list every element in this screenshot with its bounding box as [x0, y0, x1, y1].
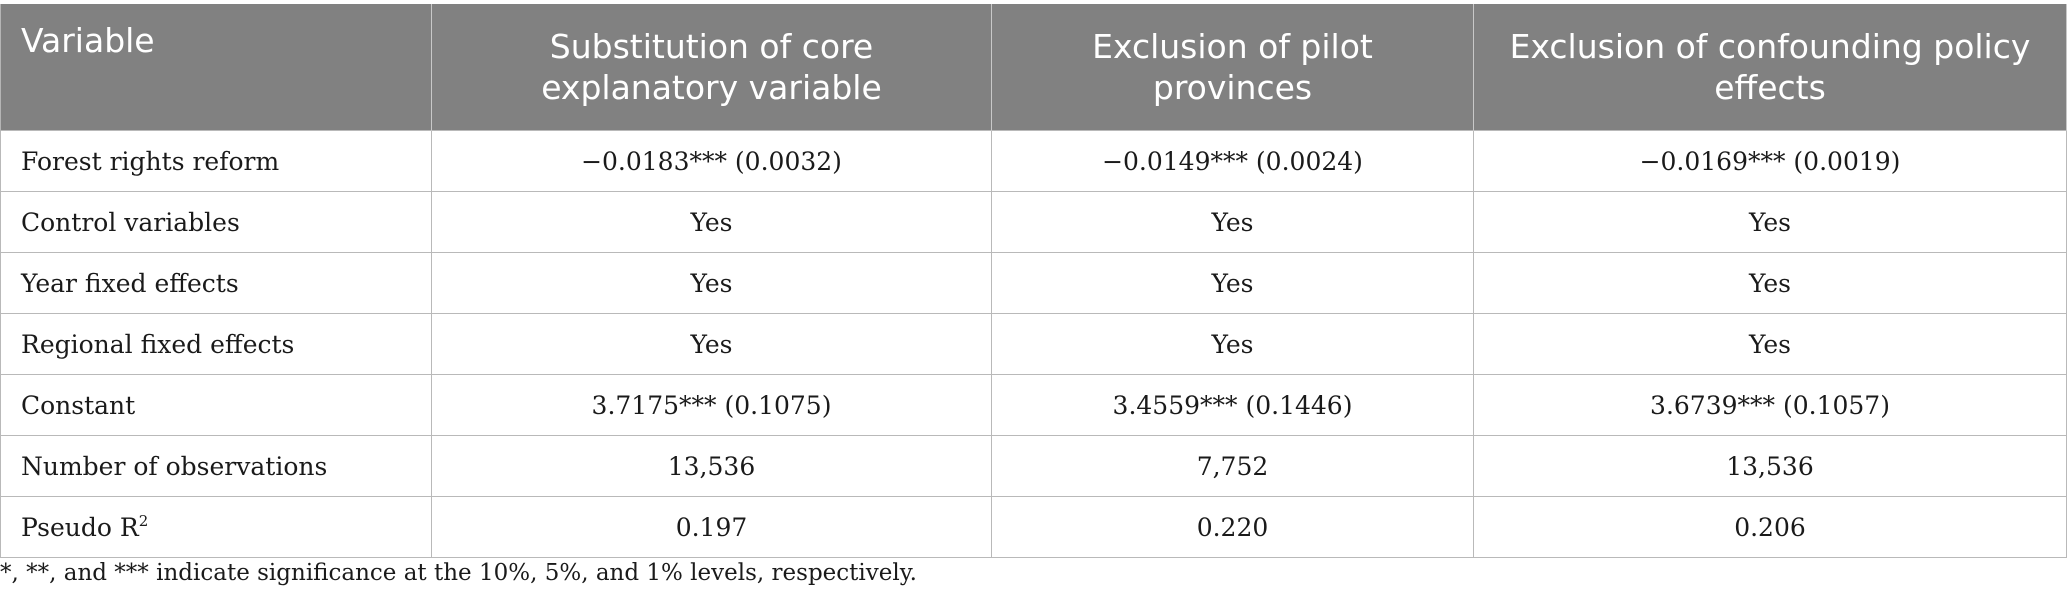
superscript-two: 2: [138, 511, 149, 530]
row-label: Year fixed effects: [0, 252, 432, 314]
table-cell: Yes: [1473, 252, 2067, 314]
table-cell: 0.197: [431, 496, 992, 558]
table-row: Pseudo R2 0.197 0.220 0.206: [0, 496, 2067, 558]
table-cell: Yes: [1473, 191, 2067, 253]
row-label: Regional fixed effects: [0, 313, 432, 375]
header-substitution: Substitution of core explanatory variabl…: [431, 4, 992, 131]
table-cell: 3.4559*** (0.1446): [991, 374, 1474, 436]
table-footnote: *, **, and *** indicate significance at …: [0, 560, 917, 586]
robustness-table-container: Variable Substitution of core explanator…: [0, 4, 2067, 558]
table-row: Forest rights reform −0.0183*** (0.0032)…: [0, 130, 2067, 192]
table-cell: Yes: [431, 191, 992, 253]
row-label-pseudo-r2: Pseudo R2: [0, 496, 432, 558]
table-cell: −0.0183*** (0.0032): [431, 130, 992, 192]
header-exclusion-confounding: Exclusion of confounding policy effects: [1473, 4, 2067, 131]
table-row: Regional fixed effects Yes Yes Yes: [0, 313, 2067, 375]
row-label: Forest rights reform: [0, 130, 432, 192]
table-row: Constant 3.7175*** (0.1075) 3.4559*** (0…: [0, 374, 2067, 436]
header-exclusion-pilot: Exclusion of pilot provinces: [991, 4, 1474, 131]
row-label: Control variables: [0, 191, 432, 253]
table-cell: 0.220: [991, 496, 1474, 558]
table-cell: 3.6739*** (0.1057): [1473, 374, 2067, 436]
table-cell: 13,536: [431, 435, 992, 497]
table-cell: Yes: [991, 313, 1474, 375]
table-row: Number of observations 13,536 7,752 13,5…: [0, 435, 2067, 497]
header-row: Variable Substitution of core explanator…: [0, 4, 2067, 131]
header-variable: Variable: [0, 4, 432, 131]
table-cell: Yes: [991, 191, 1474, 253]
table-cell: Yes: [431, 252, 992, 314]
table-cell: 0.206: [1473, 496, 2067, 558]
table-cell: Yes: [991, 252, 1474, 314]
table-cell: −0.0169*** (0.0019): [1473, 130, 2067, 192]
table-cell: Yes: [431, 313, 992, 375]
table-cell: −0.0149*** (0.0024): [991, 130, 1474, 192]
table-cell: 3.7175*** (0.1075): [431, 374, 992, 436]
table-row: Year fixed effects Yes Yes Yes: [0, 252, 2067, 314]
row-label: Constant: [0, 374, 432, 436]
robustness-table: Variable Substitution of core explanator…: [0, 4, 2067, 558]
table-cell: 7,752: [991, 435, 1474, 497]
table-row: Control variables Yes Yes Yes: [0, 191, 2067, 253]
table-cell: Yes: [1473, 313, 2067, 375]
row-label: Number of observations: [0, 435, 432, 497]
pseudo-r-label: Pseudo R: [21, 512, 139, 542]
table-cell: 13,536: [1473, 435, 2067, 497]
